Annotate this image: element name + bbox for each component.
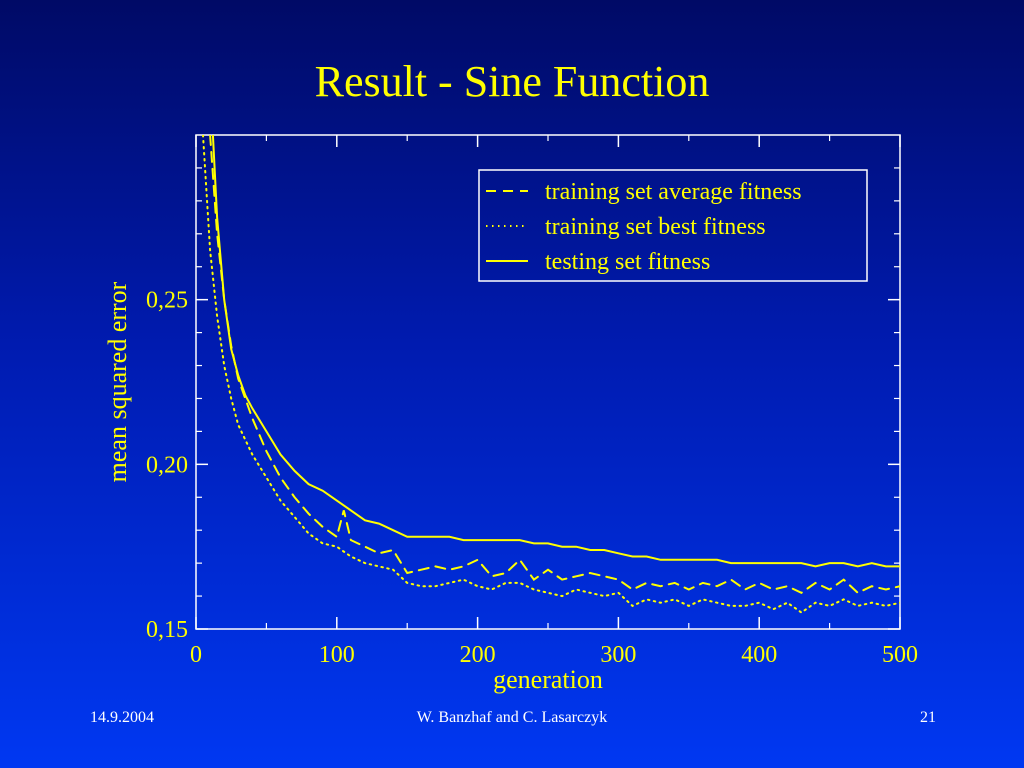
legend-entry: training set best fitness bbox=[545, 214, 766, 240]
series-line-dotted bbox=[202, 135, 900, 614]
series-lines bbox=[202, 135, 900, 614]
legend-entry: training set average fitness bbox=[545, 179, 802, 205]
series-line-dashed bbox=[209, 135, 900, 594]
x-tick-label: 300 bbox=[600, 642, 636, 668]
legend-box bbox=[478, 169, 868, 282]
x-tick-label: 100 bbox=[319, 642, 355, 668]
legend-entry: testing set fitness bbox=[545, 249, 710, 275]
y-axis-label: mean squared error bbox=[103, 281, 132, 482]
footer-date: 14.9.2004 bbox=[90, 709, 154, 726]
plot-frame bbox=[195, 134, 901, 630]
x-tick-label: 200 bbox=[460, 642, 496, 668]
series-line-solid bbox=[211, 135, 900, 568]
x-axis-label: generation bbox=[493, 665, 603, 694]
chart: 0 100 200 300 400 500 0,15 0,20 0,25 generation me… bbox=[103, 134, 918, 694]
slide-title: Result - Sine Function bbox=[314, 57, 710, 106]
y-tick-label: 0,25 bbox=[146, 288, 188, 314]
page-number: 21 bbox=[920, 709, 936, 726]
x-tick-label: 400 bbox=[741, 642, 777, 668]
legend: training set average fitness training set… bbox=[478, 169, 868, 282]
y-tick-label: 0,20 bbox=[146, 452, 188, 478]
y-tick-label: 0,15 bbox=[146, 617, 188, 643]
axes: 0 100 200 300 400 500 0,15 0,20 0,25 generation me… bbox=[103, 134, 918, 694]
footer-authors: W. Banzhaf and C. Lasarczyk bbox=[416, 709, 608, 726]
x-tick-label: 0 bbox=[190, 642, 202, 668]
x-tick-label: 500 bbox=[882, 642, 918, 668]
